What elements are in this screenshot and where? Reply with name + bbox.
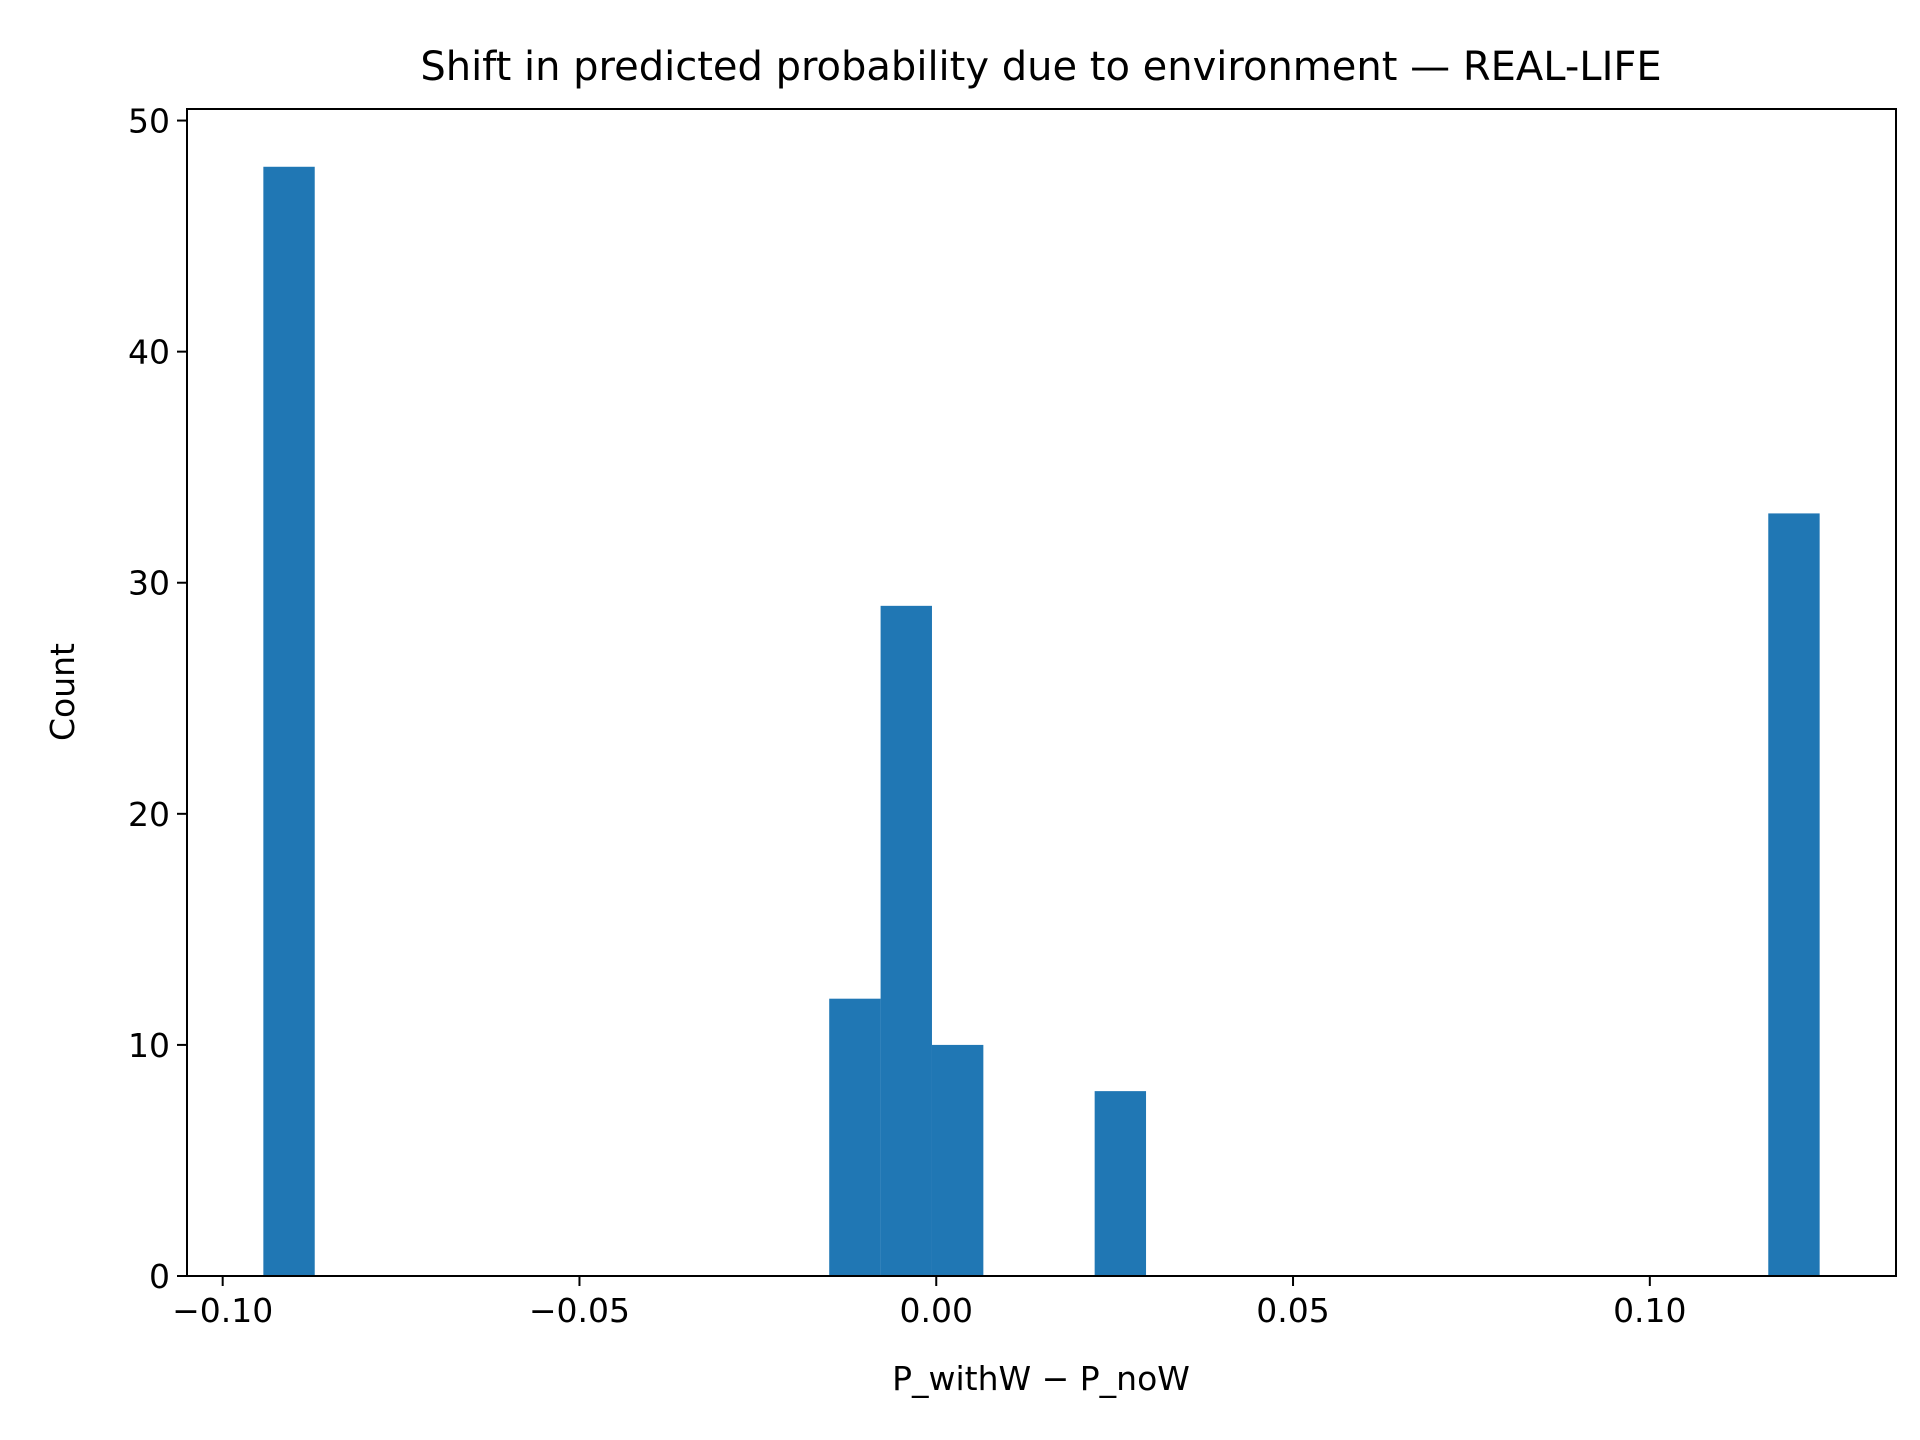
- y-axis-label: Count: [43, 643, 82, 741]
- y-tick-label: 20: [128, 795, 170, 834]
- histogram-bar: [1094, 1091, 1147, 1276]
- y-axis: 0 10 20 30 40 50: [128, 102, 187, 1296]
- x-tick-label: 0.10: [1613, 1291, 1686, 1330]
- x-tick-label: −0.10: [172, 1291, 273, 1330]
- x-axis-label: P_withW − P_noW: [892, 1359, 1190, 1398]
- x-tick-label: 0.00: [900, 1291, 973, 1330]
- histogram-bar: [829, 998, 881, 1276]
- histogram-bar: [931, 1044, 984, 1276]
- plot-frame: [186, 108, 1897, 1277]
- histogram-bar: [1768, 513, 1820, 1276]
- x-tick-label: −0.05: [529, 1291, 630, 1330]
- x-tick-label: 0.05: [1256, 1291, 1329, 1330]
- histogram-bar: [263, 166, 315, 1276]
- bars-group: [263, 166, 1820, 1276]
- y-tick-label: 30: [128, 564, 170, 603]
- y-tick-label: 10: [128, 1026, 170, 1065]
- y-tick-label: 50: [128, 102, 170, 141]
- x-axis: −0.10 −0.05 0.00 0.05 0.10: [172, 1276, 1687, 1330]
- histogram-bar: [880, 605, 932, 1276]
- chart-title: Shift in predicted probability due to en…: [420, 44, 1661, 90]
- y-tick-label: 40: [128, 333, 170, 372]
- y-tick-label: 0: [149, 1257, 170, 1296]
